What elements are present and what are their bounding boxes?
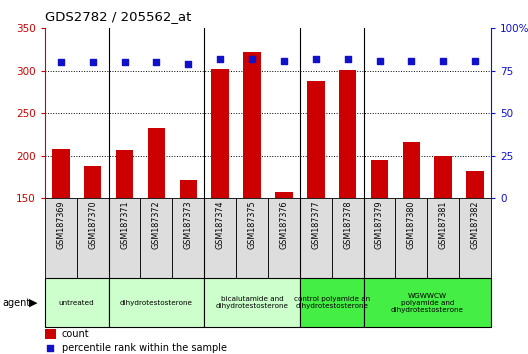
- Text: GSM187375: GSM187375: [248, 201, 257, 249]
- Point: [46, 346, 55, 351]
- Bar: [371, 160, 388, 326]
- Bar: [148, 128, 165, 326]
- Bar: [364, 278, 491, 327]
- Bar: [52, 149, 70, 326]
- Bar: [211, 69, 229, 326]
- Text: ▶: ▶: [29, 298, 37, 308]
- Text: GSM187380: GSM187380: [407, 201, 416, 249]
- Point: [184, 61, 193, 67]
- Bar: [332, 198, 364, 278]
- Bar: [140, 198, 172, 278]
- Point: [120, 59, 129, 65]
- Text: bicalutamide and
dihydrotestosterone: bicalutamide and dihydrotestosterone: [215, 296, 288, 309]
- Text: count: count: [62, 329, 89, 339]
- Text: dihydrotestosterone: dihydrotestosterone: [120, 300, 193, 306]
- Point: [471, 58, 479, 63]
- Text: GSM187378: GSM187378: [343, 201, 352, 249]
- Text: GSM187370: GSM187370: [88, 201, 97, 249]
- Text: GSM187377: GSM187377: [312, 201, 320, 249]
- Bar: [395, 198, 427, 278]
- Point: [248, 56, 256, 62]
- Text: agent: agent: [3, 298, 31, 308]
- Bar: [427, 198, 459, 278]
- Text: GSM187376: GSM187376: [279, 201, 288, 249]
- Bar: [45, 198, 77, 278]
- Bar: [109, 198, 140, 278]
- Bar: [236, 198, 268, 278]
- Bar: [339, 70, 356, 326]
- Text: GSM187369: GSM187369: [56, 201, 65, 249]
- Bar: [204, 278, 300, 327]
- Bar: [268, 198, 300, 278]
- Point: [407, 58, 416, 63]
- Bar: [300, 278, 364, 327]
- Text: percentile rank within the sample: percentile rank within the sample: [62, 343, 227, 353]
- Bar: [300, 198, 332, 278]
- Point: [439, 58, 447, 63]
- Bar: [116, 150, 133, 326]
- Text: WGWWCW
polyamide and
dihydrotestosterone: WGWWCW polyamide and dihydrotestosterone: [391, 293, 464, 313]
- Bar: [109, 278, 204, 327]
- Bar: [466, 171, 484, 326]
- Point: [152, 59, 161, 65]
- Bar: [172, 198, 204, 278]
- Point: [56, 59, 65, 65]
- Bar: [84, 166, 101, 326]
- Bar: [243, 52, 261, 326]
- Bar: [180, 179, 197, 326]
- Text: GDS2782 / 205562_at: GDS2782 / 205562_at: [45, 10, 191, 23]
- Text: GSM187373: GSM187373: [184, 201, 193, 249]
- Bar: [435, 156, 452, 326]
- Point: [89, 59, 97, 65]
- Point: [216, 56, 224, 62]
- Bar: [459, 198, 491, 278]
- Point: [375, 58, 384, 63]
- Bar: [204, 198, 236, 278]
- Bar: [45, 329, 56, 339]
- Bar: [307, 81, 325, 326]
- Bar: [45, 278, 109, 327]
- Text: GSM187374: GSM187374: [215, 201, 224, 249]
- Text: GSM187372: GSM187372: [152, 201, 161, 249]
- Text: GSM187371: GSM187371: [120, 201, 129, 249]
- Bar: [275, 192, 293, 326]
- Bar: [364, 198, 395, 278]
- Point: [312, 56, 320, 62]
- Text: GSM187382: GSM187382: [470, 201, 479, 249]
- Text: GSM187379: GSM187379: [375, 201, 384, 249]
- Bar: [403, 142, 420, 326]
- Text: GSM187381: GSM187381: [439, 201, 448, 249]
- Point: [343, 56, 352, 62]
- Bar: [77, 198, 109, 278]
- Text: control polyamide an
dihydrotestosterone: control polyamide an dihydrotestosterone: [294, 296, 370, 309]
- Point: [280, 58, 288, 63]
- Text: untreated: untreated: [59, 300, 95, 306]
